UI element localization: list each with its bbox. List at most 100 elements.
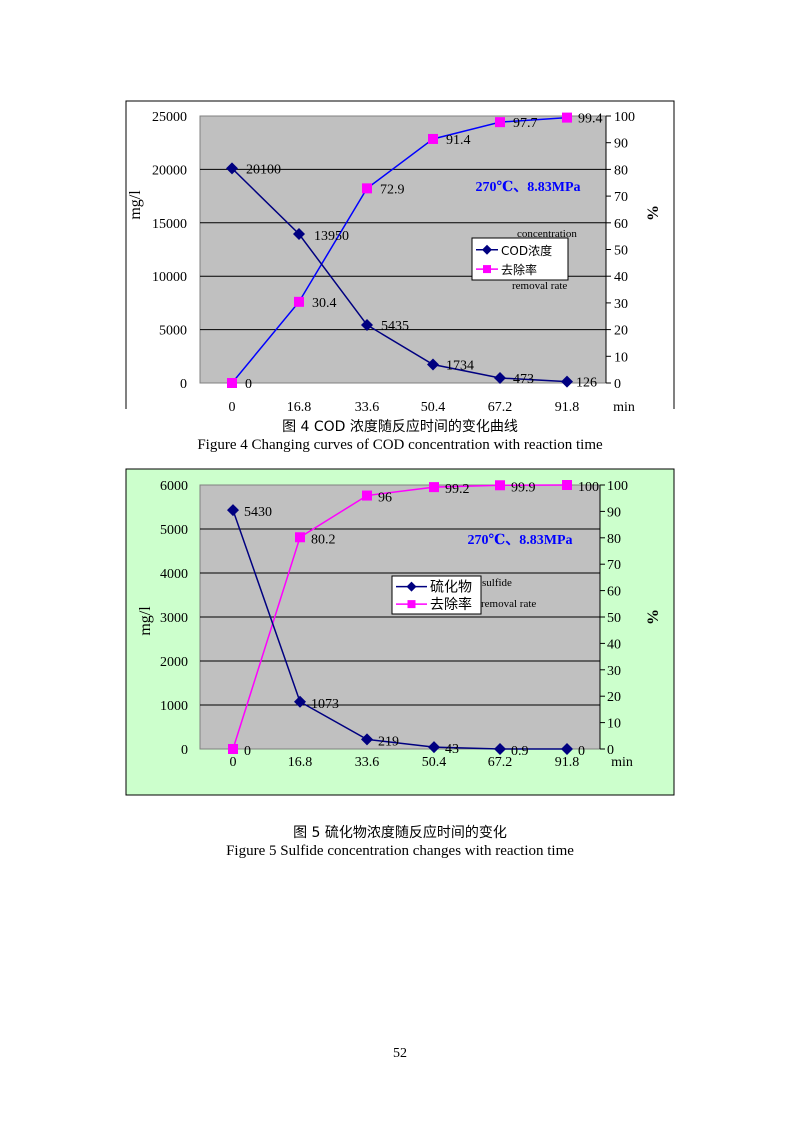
chart5-legend-note-removal: removal rate xyxy=(481,598,536,610)
chart4-x-tick-label: 0 xyxy=(229,400,236,415)
chart5-y-tick-label: 0 xyxy=(181,743,188,758)
chart5-concentration-point xyxy=(294,695,306,708)
chart5-x-tick-label: 50.4 xyxy=(422,755,447,770)
figure-4-caption-zh: 图 4 COD 浓度随反应时间的变化曲线 xyxy=(282,419,518,435)
chart4-y-tick-label: 5000 xyxy=(159,324,187,339)
chart4-removal-data-label: 99.4 xyxy=(578,112,603,127)
chart4-concentration-data-label: 5435 xyxy=(381,319,409,334)
chart5-y-tick-label: 3000 xyxy=(160,611,188,626)
chart4-removal-point xyxy=(562,112,572,123)
chart4-concentration-data-label: 1734 xyxy=(446,358,474,373)
chart4-removal-point xyxy=(294,296,304,307)
chart4-y2-tick-label: 70 xyxy=(614,190,628,205)
chart5-y-tick-label: 6000 xyxy=(160,479,188,494)
chart4-concentration-data-label: 20100 xyxy=(246,162,281,177)
chart4-removal-point xyxy=(227,378,237,388)
chart5-removal-point xyxy=(495,480,505,491)
chart4-chart-border xyxy=(125,100,675,409)
chart5-y-axis-title: mg/l xyxy=(137,606,154,636)
chart4-concentration-data-label: 473 xyxy=(513,372,534,387)
chart4-legend-concentration-label: COD浓度 xyxy=(501,243,552,258)
chart5-removal-data-label: 0 xyxy=(244,744,251,759)
chart5-y2-tick-label: 40 xyxy=(607,637,621,652)
chart4-legend-removal-marker xyxy=(483,265,491,274)
chart5-removal-point xyxy=(429,482,439,493)
chart4-x-tick-label: 67.2 xyxy=(488,400,513,415)
chart5-series-removal-line xyxy=(232,484,568,750)
chart4-x-tick-label: 91.8 xyxy=(555,400,580,415)
chart5-removal-point xyxy=(562,480,572,490)
chart4-removal-point xyxy=(495,117,505,128)
chart4-y2-tick-label: 50 xyxy=(614,244,628,259)
chart4-removal-data-label: 91.4 xyxy=(446,133,471,148)
chart5-x-tick-label: 33.6 xyxy=(355,755,380,770)
chart5-condition-annotation: 270℃、8.83MPa xyxy=(467,533,572,548)
chart4-y-tick-label: 20000 xyxy=(152,163,187,178)
chart5-removal-data-label: 96 xyxy=(378,491,392,506)
chart4-x-tick-label: 33.6 xyxy=(355,400,380,415)
chart5-removal-data-label: 99.9 xyxy=(511,480,536,495)
chart5-y2-tick-label: 50 xyxy=(607,611,621,626)
chart5-x-tick-label: 67.2 xyxy=(488,755,513,770)
chart4-y2-tick-label: 100 xyxy=(614,110,635,125)
chart4-legend-note-removal: removal rate xyxy=(512,280,567,292)
chart4-y2-tick-label: 90 xyxy=(614,137,628,152)
chart5-removal-data-label: 80.2 xyxy=(311,532,336,547)
chart5-concentration-data-label: 5430 xyxy=(244,505,272,520)
chart5-concentration-data-label: 0 xyxy=(578,744,585,759)
chart4-y2-tick-label: 20 xyxy=(614,324,628,339)
chart5-y-tick-label: 2000 xyxy=(160,655,188,670)
chart4-legend-note-concentration: concentration xyxy=(517,228,577,240)
chart4-legend-concentration-marker xyxy=(482,244,492,255)
chart5-y-tick-label: 1000 xyxy=(160,699,188,714)
chart4-removal-data-label: 30.4 xyxy=(312,296,337,311)
chart4-concentration-point xyxy=(427,358,439,371)
chart5-concentration-point xyxy=(494,742,506,755)
chart4-removal-data-label: 72.9 xyxy=(380,182,405,197)
figure-5-caption-en: Figure 5 Sulfide concentration changes w… xyxy=(226,843,574,859)
chart4-y2-tick-label: 60 xyxy=(614,217,628,232)
chart5-removal-point xyxy=(362,490,372,501)
chart5-y2-tick-label: 10 xyxy=(607,717,621,732)
chart4-concentration-point xyxy=(361,318,373,331)
chart4-y-tick-label: 25000 xyxy=(152,110,187,125)
chart5-x-tick-label: 16.8 xyxy=(288,755,313,770)
chart5-y-tick-label: 5000 xyxy=(160,523,188,538)
chart5-removal-data-label: 100 xyxy=(578,480,599,495)
chart4-y-tick-label: 15000 xyxy=(152,217,187,232)
chart5-legend xyxy=(391,575,482,615)
figure-5-caption-zh: 图 5 硫化物浓度随反应时间的变化 xyxy=(293,825,507,841)
chart4-y2-tick-label: 10 xyxy=(614,350,628,365)
chart4-series-concentration-line xyxy=(231,167,568,383)
chart4-y2-tick-label: 40 xyxy=(614,270,628,285)
chart5-removal-point xyxy=(228,744,238,754)
chart5-concentration-point xyxy=(361,733,373,746)
chart4-y2-tick-label: 0 xyxy=(614,377,621,392)
chart5-y2-tick-label: 90 xyxy=(607,505,621,520)
chart5-removal-data-label: 99.2 xyxy=(445,482,470,497)
chart4-y-tick-label: 0 xyxy=(180,377,187,392)
chart5-y2-tick-label: 30 xyxy=(607,664,621,679)
chart5-x-tick-label: 0 xyxy=(230,755,237,770)
chart4-series-removal-line xyxy=(231,116,568,384)
chart4-condition-annotation: 270℃、8.83MPa xyxy=(475,180,580,195)
chart5-x-tick-label: 91.8 xyxy=(555,755,580,770)
chart4-concentration-point xyxy=(226,162,238,175)
chart5-legend-concentration-marker xyxy=(406,581,417,592)
chart5-concentration-point xyxy=(428,741,440,754)
chart5-series-concentration-line xyxy=(232,509,568,750)
chart5-legend-concentration-label: 硫化物 xyxy=(430,580,472,596)
chart5-legend-removal-marker xyxy=(407,600,416,609)
chart5-y-tick-label: 4000 xyxy=(160,567,188,582)
chart5-x-unit-label: min xyxy=(611,755,633,770)
page-number: 52 xyxy=(393,1046,407,1061)
chart5-y2-tick-label: 70 xyxy=(607,558,621,573)
chart4-x-unit-label: min xyxy=(613,400,635,415)
chart5-concentration-data-label: 1073 xyxy=(311,697,339,712)
chart4-removal-data-label: 97.7 xyxy=(513,116,538,131)
chart5-concentration-point xyxy=(561,743,573,755)
chart5-legend-note-concentration: sulfide xyxy=(482,577,512,589)
chart5-concentration-point xyxy=(227,504,239,517)
chart5-concentration-data-label: 0.9 xyxy=(511,744,529,759)
